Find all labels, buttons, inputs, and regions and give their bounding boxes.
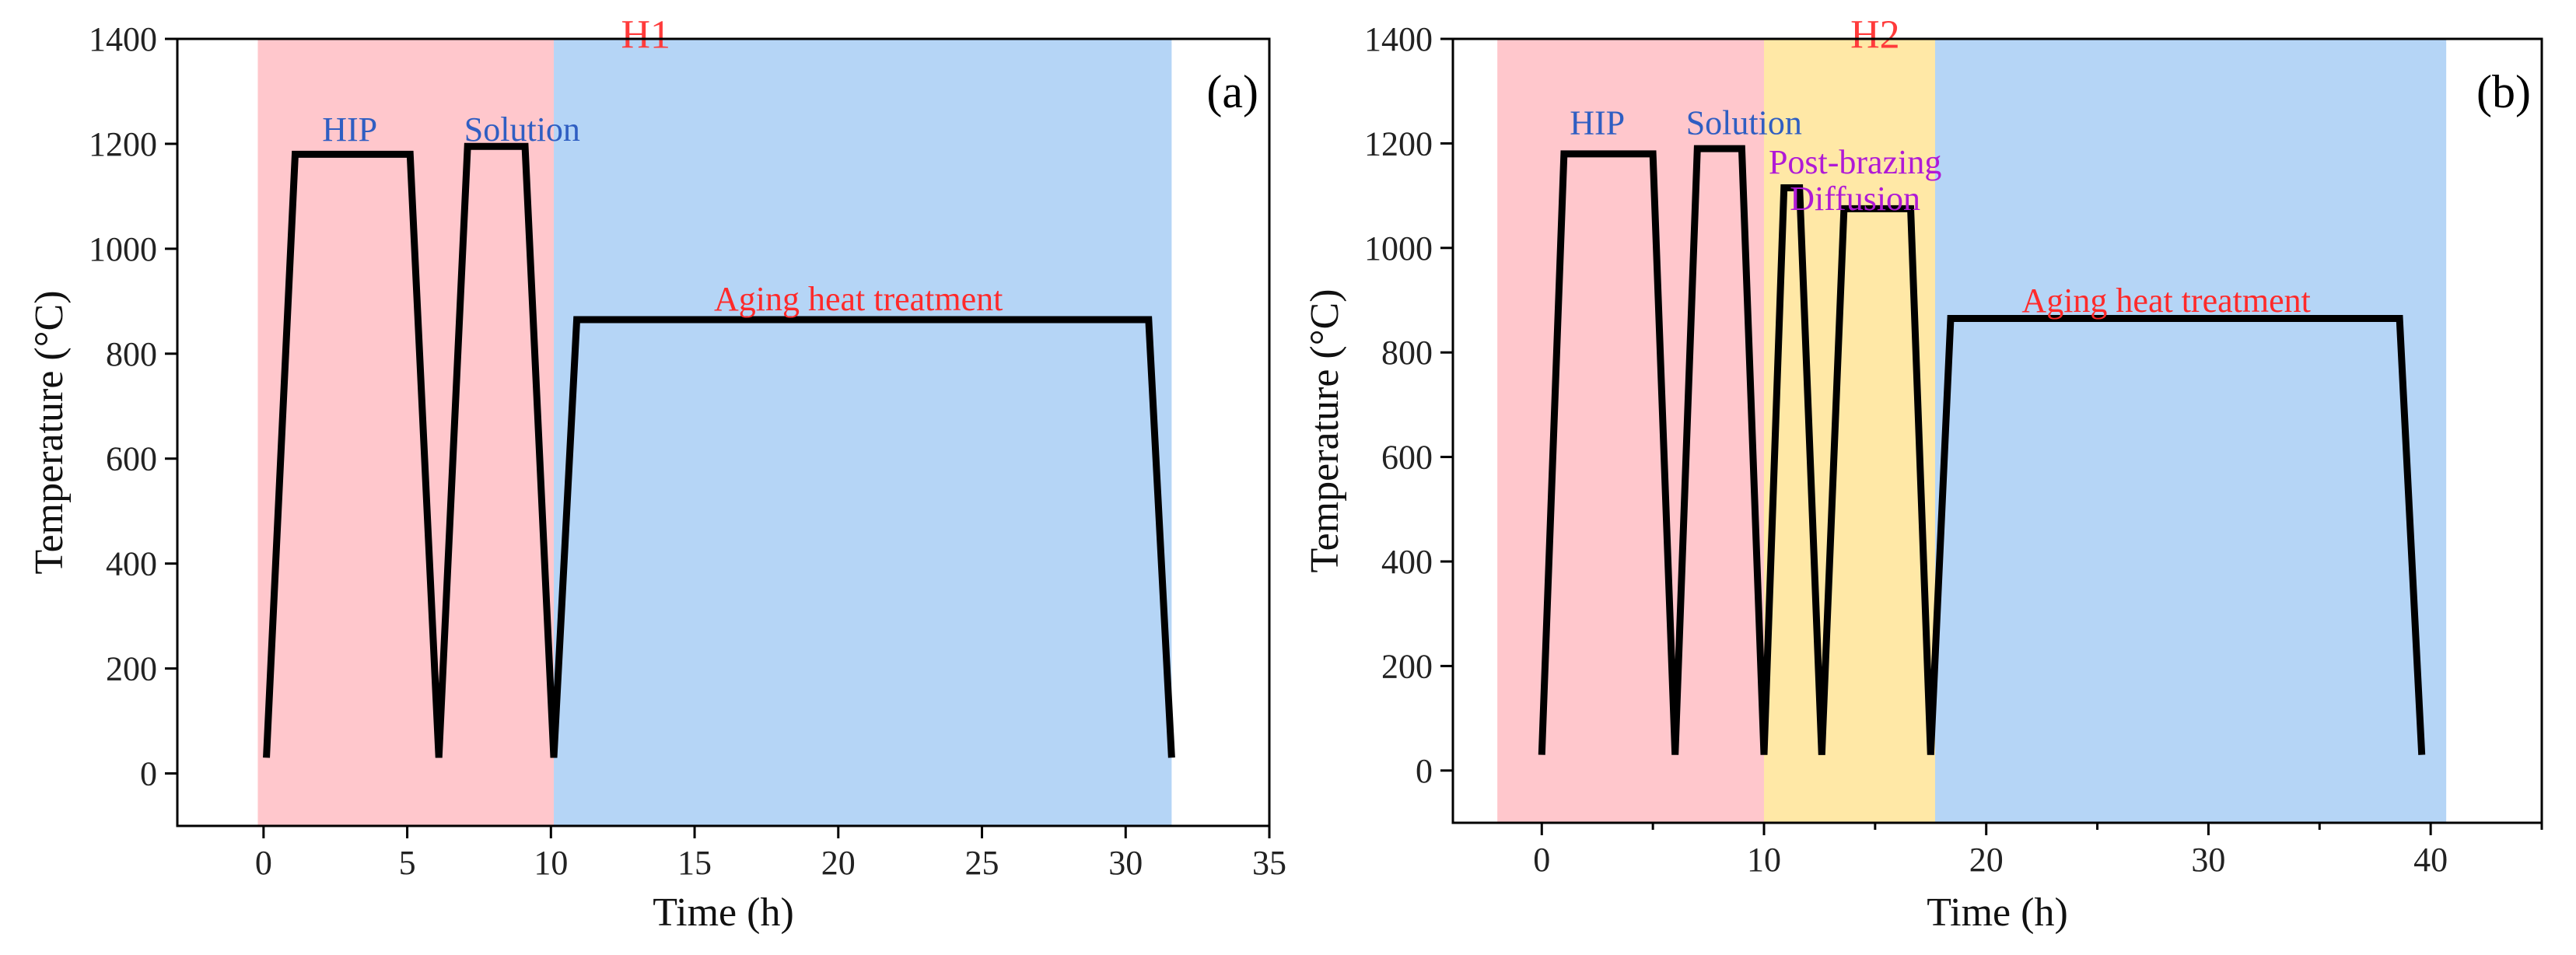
y-tick-label: 200	[1381, 647, 1433, 685]
x-axis-title: Time (h)	[1927, 890, 2068, 935]
y-axis-title: Temperature (°C)	[1303, 289, 1347, 572]
y-tick-label: 600	[1381, 439, 1433, 477]
region-H1-second	[554, 39, 1172, 826]
x-axis-title: Time (h)	[653, 890, 794, 935]
y-tick-label: 1200	[1364, 124, 1433, 163]
region-aging	[1935, 39, 2447, 823]
plot-frame	[176, 37, 1271, 827]
y-tick-label: 400	[106, 545, 157, 583]
x-tick-label: 0	[1533, 841, 1550, 879]
y-axis-title: Temperature (°C)	[27, 290, 72, 574]
annotation-hip: HIP	[1570, 104, 1625, 142]
x-tick-label: 20	[1969, 841, 2004, 879]
x-tick-label: 30	[1108, 844, 1143, 882]
plot-frame	[1451, 37, 2543, 824]
x-tick-label: 35	[1252, 844, 1286, 882]
region-label: H1	[621, 12, 670, 57]
y-tick-label: 600	[106, 440, 157, 478]
panel-a: H1 HIP Solution Aging heat treatment 0 5 10 15 2…	[27, 12, 1286, 935]
y-tick-label: 800	[1381, 334, 1433, 372]
annotation-diffusion: Diffusion	[1790, 180, 1920, 218]
y-tick-label: 1400	[89, 20, 157, 58]
x-tick-label: 5	[399, 844, 416, 882]
y-tick-label: 1000	[1364, 229, 1433, 268]
x-tick-label: 20	[821, 844, 856, 882]
y-tick-label: 400	[1381, 543, 1433, 581]
series-line-0	[1538, 145, 2426, 755]
y-tick-label: 800	[106, 335, 157, 373]
region-H1-first	[257, 39, 555, 826]
series-line-0	[263, 142, 1175, 758]
annotation-aging-heat-treatment: Aging heat treatment	[2021, 282, 2310, 320]
region-H2	[1764, 39, 1935, 823]
annotation-aging-heat-treatment: Aging heat treatment	[714, 280, 1003, 318]
y-tick-label: 1000	[89, 230, 157, 268]
x-tick-label: 10	[1747, 841, 1781, 879]
annotation-solution: Solution	[464, 110, 580, 149]
y-tick-label: 1400	[1364, 20, 1433, 58]
x-tick-label: 10	[534, 844, 568, 882]
panel-label: (a)	[1206, 66, 1258, 117]
annotation-solution: Solution	[1686, 104, 1802, 142]
y-tick-label: 0	[140, 755, 157, 793]
x-tick-label: 25	[965, 844, 999, 882]
x-tick-label: 40	[2413, 841, 2448, 879]
y-tick-label: 0	[1416, 752, 1433, 790]
x-tick-label: 15	[677, 844, 712, 882]
x-tick-label: 30	[2191, 841, 2225, 879]
x-tick-label: 0	[255, 844, 272, 882]
annotation-post-brazing: Post-brazing	[1769, 143, 1941, 181]
region-label: H2	[1850, 12, 1900, 57]
y-tick-label: 1200	[89, 125, 157, 163]
panel-label: (b)	[2476, 66, 2531, 117]
y-tick-label: 200	[106, 650, 157, 688]
annotation-hip: HIP	[322, 110, 377, 149]
